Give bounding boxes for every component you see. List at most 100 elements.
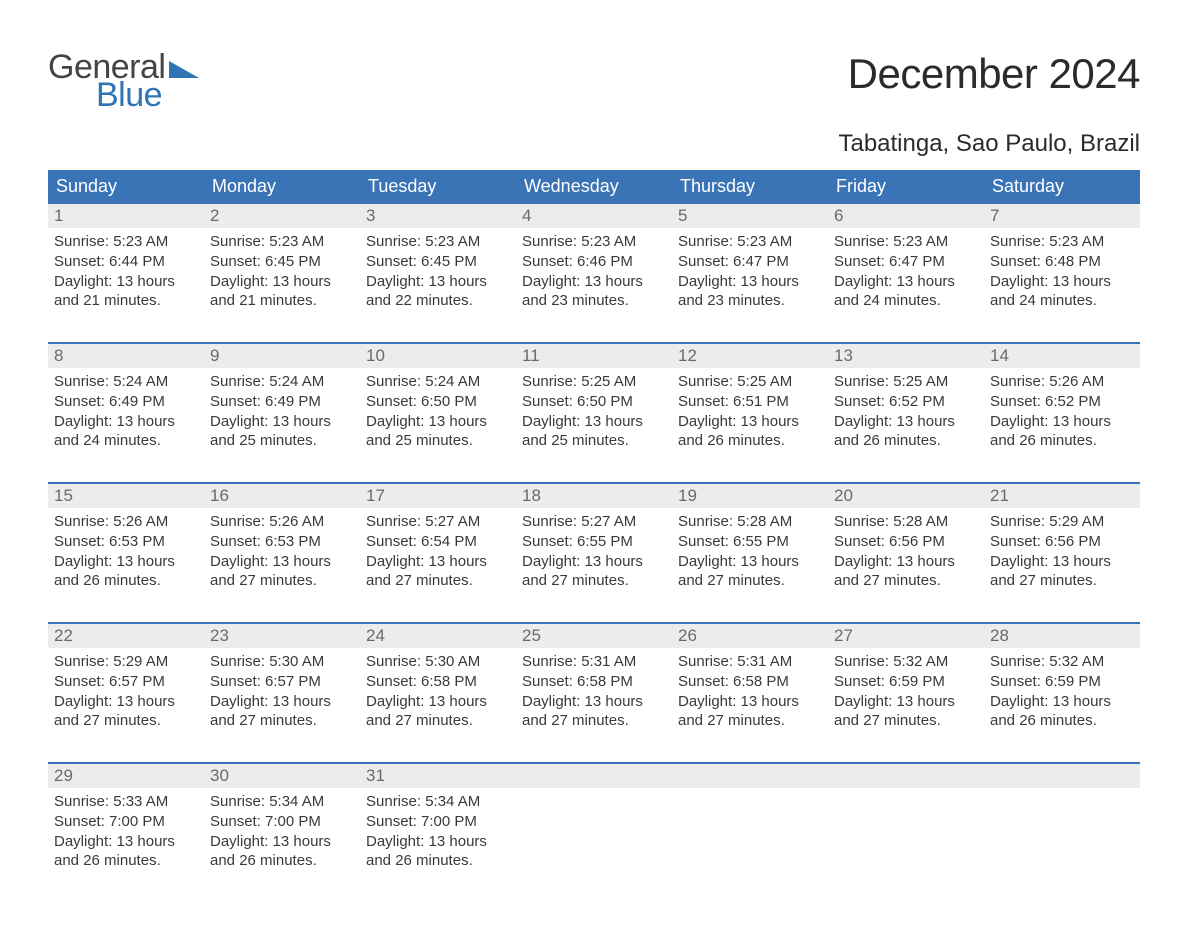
sunrise-text: Sunrise: 5:29 AM bbox=[990, 512, 1134, 532]
daylight-line1: Daylight: 13 hours bbox=[366, 412, 510, 432]
sunrise-text: Sunrise: 5:23 AM bbox=[54, 232, 198, 252]
daylight-line2: and 27 minutes. bbox=[366, 571, 510, 591]
day-body: Sunrise: 5:25 AMSunset: 6:51 PMDaylight:… bbox=[672, 368, 828, 459]
sunrise-text: Sunrise: 5:24 AM bbox=[210, 372, 354, 392]
sunset-text: Sunset: 6:49 PM bbox=[210, 392, 354, 412]
brand-logo: General Blue bbox=[48, 50, 199, 112]
daylight-line1: Daylight: 13 hours bbox=[678, 552, 822, 572]
day-number: 14 bbox=[990, 346, 1009, 365]
day-number: 15 bbox=[54, 486, 73, 505]
calendar-day: 31Sunrise: 5:34 AMSunset: 7:00 PMDayligh… bbox=[360, 764, 516, 886]
day-body: Sunrise: 5:27 AMSunset: 6:54 PMDaylight:… bbox=[360, 508, 516, 599]
day-number: 27 bbox=[834, 626, 853, 645]
sunrise-text: Sunrise: 5:34 AM bbox=[366, 792, 510, 812]
day-number-row bbox=[516, 764, 672, 788]
day-number: 31 bbox=[366, 766, 385, 785]
day-number: 23 bbox=[210, 626, 229, 645]
sunset-text: Sunset: 6:56 PM bbox=[834, 532, 978, 552]
calendar-day bbox=[984, 764, 1140, 886]
sunrise-text: Sunrise: 5:24 AM bbox=[54, 372, 198, 392]
day-number-row: 3 bbox=[360, 204, 516, 228]
day-number-row: 18 bbox=[516, 484, 672, 508]
daylight-line2: and 27 minutes. bbox=[834, 711, 978, 731]
sunrise-text: Sunrise: 5:32 AM bbox=[834, 652, 978, 672]
sunrise-text: Sunrise: 5:26 AM bbox=[54, 512, 198, 532]
daylight-line2: and 27 minutes. bbox=[54, 711, 198, 731]
sunset-text: Sunset: 6:57 PM bbox=[210, 672, 354, 692]
daylight-line1: Daylight: 13 hours bbox=[522, 552, 666, 572]
daylight-line2: and 21 minutes. bbox=[54, 291, 198, 311]
sunrise-text: Sunrise: 5:23 AM bbox=[366, 232, 510, 252]
sunset-text: Sunset: 6:47 PM bbox=[678, 252, 822, 272]
sunrise-text: Sunrise: 5:32 AM bbox=[990, 652, 1134, 672]
daylight-line2: and 27 minutes. bbox=[522, 571, 666, 591]
day-number: 7 bbox=[990, 206, 999, 225]
calendar-day: 3Sunrise: 5:23 AMSunset: 6:45 PMDaylight… bbox=[360, 204, 516, 326]
daylight-line2: and 21 minutes. bbox=[210, 291, 354, 311]
daylight-line2: and 27 minutes. bbox=[210, 571, 354, 591]
sunset-text: Sunset: 6:50 PM bbox=[522, 392, 666, 412]
sunrise-text: Sunrise: 5:28 AM bbox=[678, 512, 822, 532]
day-number: 24 bbox=[366, 626, 385, 645]
daylight-line2: and 27 minutes. bbox=[678, 711, 822, 731]
day-number-row: 14 bbox=[984, 344, 1140, 368]
day-number: 30 bbox=[210, 766, 229, 785]
daylight-line1: Daylight: 13 hours bbox=[990, 272, 1134, 292]
calendar-day: 8 Sunrise: 5:24 AMSunset: 6:49 PMDaylight… bbox=[48, 344, 204, 466]
day-body: Sunrise: 5:23 AMSunset: 6:47 PMDaylight:… bbox=[672, 228, 828, 319]
calendar-day: 2Sunrise: 5:23 AMSunset: 6:45 PMDaylight… bbox=[204, 204, 360, 326]
sunset-text: Sunset: 6:49 PM bbox=[54, 392, 198, 412]
calendar-day: 26Sunrise: 5:31 AMSunset: 6:58 PMDayligh… bbox=[672, 624, 828, 746]
daylight-line1: Daylight: 13 hours bbox=[366, 272, 510, 292]
calendar-week: 8Sunrise: 5:24 AMSunset: 6:49 PMDaylight… bbox=[48, 342, 1140, 466]
daylight-line1: Daylight: 13 hours bbox=[366, 552, 510, 572]
daylight-line1: Daylight: 13 hours bbox=[210, 272, 354, 292]
week-spacer bbox=[48, 326, 1140, 342]
day-body: Sunrise: 5:32 AMSunset: 6:59 PMDaylight:… bbox=[828, 648, 984, 739]
day-number: 22 bbox=[54, 626, 73, 645]
sunset-text: Sunset: 6:48 PM bbox=[990, 252, 1134, 272]
day-number-row: 25 bbox=[516, 624, 672, 648]
day-body bbox=[828, 788, 984, 800]
calendar-day bbox=[828, 764, 984, 886]
day-number-row: 13 bbox=[828, 344, 984, 368]
sunrise-text: Sunrise: 5:29 AM bbox=[54, 652, 198, 672]
daylight-line2: and 24 minutes. bbox=[834, 291, 978, 311]
daylight-line2: and 26 minutes. bbox=[990, 431, 1134, 451]
day-number: 25 bbox=[522, 626, 541, 645]
day-number-row: 9 bbox=[204, 344, 360, 368]
daylight-line1: Daylight: 13 hours bbox=[522, 692, 666, 712]
sunrise-text: Sunrise: 5:27 AM bbox=[522, 512, 666, 532]
sunrise-text: Sunrise: 5:23 AM bbox=[834, 232, 978, 252]
day-body: Sunrise: 5:24 AMSunset: 6:49 PMDaylight:… bbox=[48, 368, 204, 459]
day-body: Sunrise: 5:26 AMSunset: 6:53 PMDaylight:… bbox=[48, 508, 204, 599]
sunrise-text: Sunrise: 5:34 AM bbox=[210, 792, 354, 812]
day-number-row: 31 bbox=[360, 764, 516, 788]
day-body: Sunrise: 5:30 AMSunset: 6:58 PMDaylight:… bbox=[360, 648, 516, 739]
day-number-row: 21 bbox=[984, 484, 1140, 508]
day-body: Sunrise: 5:28 AMSunset: 6:56 PMDaylight:… bbox=[828, 508, 984, 599]
calendar-day: 30Sunrise: 5:34 AMSunset: 7:00 PMDayligh… bbox=[204, 764, 360, 886]
day-number-row bbox=[828, 764, 984, 788]
sunset-text: Sunset: 6:53 PM bbox=[54, 532, 198, 552]
header-friday: Friday bbox=[828, 170, 984, 204]
day-number-row bbox=[672, 764, 828, 788]
day-body: Sunrise: 5:23 AMSunset: 6:45 PMDaylight:… bbox=[360, 228, 516, 319]
sunset-text: Sunset: 6:52 PM bbox=[834, 392, 978, 412]
calendar-day: 20Sunrise: 5:28 AMSunset: 6:56 PMDayligh… bbox=[828, 484, 984, 606]
sunrise-text: Sunrise: 5:33 AM bbox=[54, 792, 198, 812]
day-number: 8 bbox=[54, 346, 63, 365]
header-sunday: Sunday bbox=[48, 170, 204, 204]
daylight-line1: Daylight: 13 hours bbox=[834, 552, 978, 572]
day-number-row: 28 bbox=[984, 624, 1140, 648]
calendar-day: 25Sunrise: 5:31 AMSunset: 6:58 PMDayligh… bbox=[516, 624, 672, 746]
sunset-text: Sunset: 6:56 PM bbox=[990, 532, 1134, 552]
day-body bbox=[672, 788, 828, 800]
header-wednesday: Wednesday bbox=[516, 170, 672, 204]
calendar-day: 12Sunrise: 5:25 AMSunset: 6:51 PMDayligh… bbox=[672, 344, 828, 466]
daylight-line2: and 27 minutes. bbox=[522, 711, 666, 731]
day-body: Sunrise: 5:23 AMSunset: 6:46 PMDaylight:… bbox=[516, 228, 672, 319]
sunset-text: Sunset: 6:51 PM bbox=[678, 392, 822, 412]
calendar-day: 6Sunrise: 5:23 AMSunset: 6:47 PMDaylight… bbox=[828, 204, 984, 326]
sunrise-text: Sunrise: 5:24 AM bbox=[366, 372, 510, 392]
